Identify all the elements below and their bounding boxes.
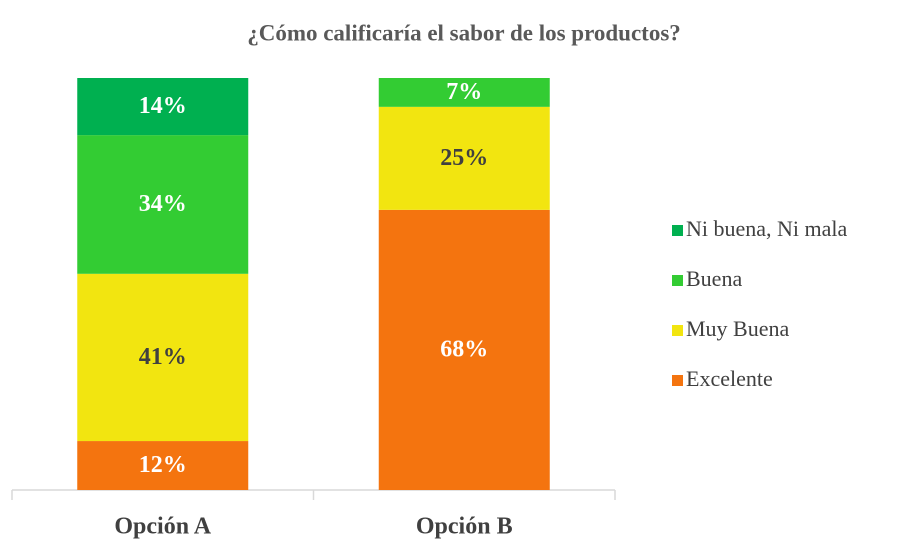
data-label: 25%: [440, 145, 488, 171]
data-label: 7%: [446, 79, 482, 105]
bar-segment: [77, 273, 249, 442]
chart-title: ¿Cómo calificaría el sabor de los produc…: [247, 20, 681, 45]
data-label: 68%: [440, 336, 488, 362]
data-label: 12%: [139, 452, 187, 478]
legend-swatch: [672, 375, 683, 386]
bar-segment: [378, 106, 550, 210]
data-label: 41%: [139, 344, 187, 370]
data-label: 34%: [139, 191, 187, 217]
legend-swatch: [672, 325, 683, 336]
data-label: 14%: [139, 93, 187, 119]
x-tick-label: Opción A: [114, 514, 211, 540]
bar-segment: [378, 209, 550, 490]
bar-segment: [378, 78, 550, 107]
bar-segment: [77, 441, 249, 490]
legend-label: Ni buena, Ni mala: [686, 216, 848, 241]
x-tick-label: Opción B: [416, 514, 513, 540]
bar-segment: [77, 78, 249, 136]
legend-label: Excelente: [686, 366, 773, 391]
legend-swatch: [672, 225, 683, 236]
legend-swatch: [672, 275, 683, 286]
bar-segment: [77, 135, 249, 274]
legend-label: Buena: [686, 266, 742, 291]
legend-label: Muy Buena: [686, 316, 790, 341]
